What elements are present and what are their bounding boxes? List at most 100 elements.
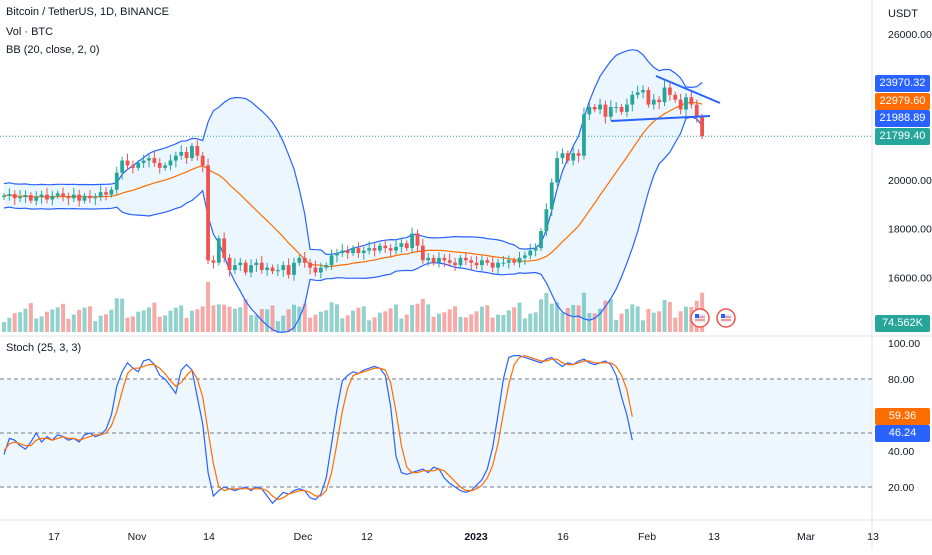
candle-body [399, 243, 404, 247]
candle-body [458, 257, 463, 266]
event-flag-icon [716, 308, 736, 328]
volume-bar [608, 299, 613, 332]
volume-bar [614, 320, 619, 332]
candle-body [490, 262, 495, 268]
time-tick-label: 12 [361, 531, 373, 543]
candle [517, 252, 522, 268]
candle-body [249, 265, 253, 273]
volume-bar [275, 321, 280, 332]
candle-body [7, 194, 12, 196]
volume-bar [189, 310, 194, 332]
candle [614, 102, 619, 113]
candle-body [630, 94, 635, 105]
candle-body [12, 194, 17, 199]
candle [308, 258, 312, 275]
candle-body [635, 92, 640, 95]
candle-body [98, 192, 103, 198]
volume-bar [619, 313, 624, 332]
candle [313, 260, 318, 277]
candle [173, 151, 178, 168]
candle [625, 98, 629, 117]
volume-bar [474, 311, 479, 332]
volume-bar [270, 305, 275, 332]
candle-body [308, 262, 312, 268]
candle-body [82, 195, 87, 201]
candle [399, 238, 404, 253]
candle-body [227, 257, 232, 271]
volume-bar [265, 309, 270, 332]
candle-body [141, 160, 146, 163]
volume-bar [415, 303, 420, 332]
candle-body [689, 97, 694, 105]
volume-bar [200, 306, 205, 332]
volume-bar [431, 316, 436, 332]
price-tick-label: 18000.00 [888, 224, 932, 236]
volume-bar [372, 317, 377, 332]
candle [662, 80, 667, 107]
candle [329, 249, 334, 271]
candle-body [587, 107, 592, 115]
candle-body [254, 262, 259, 266]
flag-field [695, 314, 705, 322]
volume-bar [249, 315, 254, 332]
candle [88, 189, 92, 204]
candle [179, 145, 184, 160]
candle [694, 99, 699, 123]
candle [82, 192, 87, 204]
volume-bar [383, 311, 388, 332]
volume-bar [136, 311, 141, 332]
volume-bar [157, 316, 162, 332]
volume-bar [179, 305, 184, 332]
volume-bar [581, 292, 586, 332]
candle [157, 158, 162, 174]
candle-body [506, 260, 511, 263]
time-tick-label: 13 [708, 531, 720, 543]
candle [378, 242, 382, 254]
candle [641, 85, 645, 99]
candle-body [318, 267, 323, 273]
volume-bar [673, 317, 678, 332]
candle-body [114, 172, 119, 190]
candle [23, 190, 28, 203]
candle-body [356, 248, 361, 253]
candle-body [480, 260, 484, 266]
candle-body [415, 233, 420, 246]
candle-body [152, 158, 157, 163]
candle-body [243, 262, 248, 273]
stoch-d-tag: 59.36 [875, 408, 930, 425]
volume-bar [544, 293, 549, 332]
volume-bar [329, 302, 334, 332]
candle-body [437, 257, 441, 263]
candle-body [378, 245, 382, 251]
candle-body [549, 182, 554, 210]
candle [635, 85, 640, 99]
volume-bar [286, 309, 291, 332]
time-tick-label: 13 [867, 531, 879, 543]
candle-body [71, 194, 76, 199]
candle-body [179, 152, 184, 156]
candle-body [66, 196, 71, 199]
volume-bar [184, 317, 189, 332]
volume-bar [216, 304, 221, 332]
candle-body [485, 260, 490, 263]
volume-bar [206, 282, 211, 332]
candle-body [18, 197, 23, 199]
volume-bar [125, 317, 130, 332]
candle [458, 254, 463, 269]
candle-body [528, 250, 533, 256]
candle [646, 87, 651, 108]
candle-body [275, 270, 280, 272]
volume-bar [44, 311, 49, 332]
volume-bar [345, 315, 350, 332]
candle [480, 255, 484, 271]
candle-body [190, 145, 194, 159]
flag-canton [721, 314, 725, 318]
candle [372, 243, 377, 257]
volume-bar [168, 310, 173, 332]
candle [93, 193, 98, 206]
bb-band-fill [4, 49, 703, 333]
candle [651, 93, 656, 110]
candle-body [238, 262, 243, 266]
candle [254, 258, 259, 272]
